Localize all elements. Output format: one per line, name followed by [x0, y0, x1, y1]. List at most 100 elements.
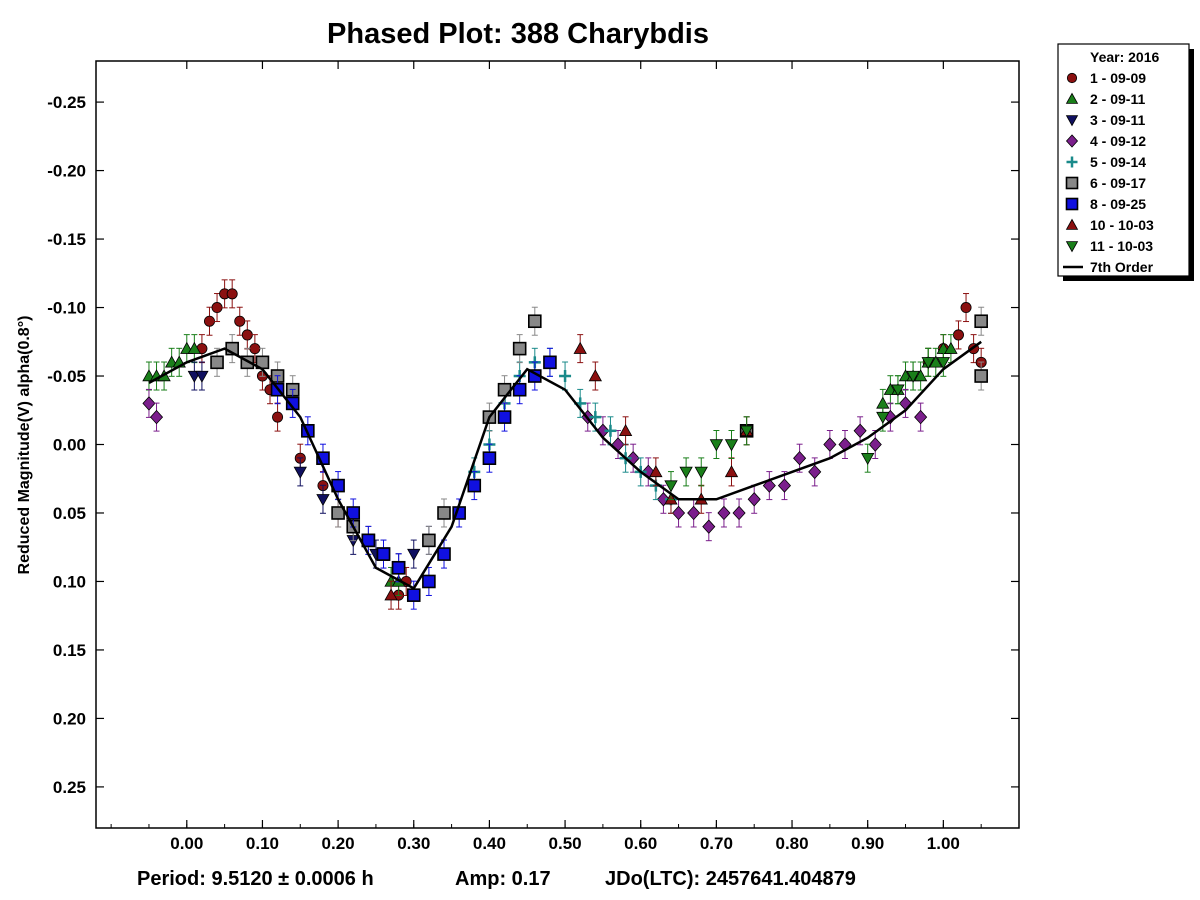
- data-point: [618, 423, 633, 437]
- legend-title: Year: 2016: [1090, 49, 1159, 65]
- data-point: [724, 465, 739, 478]
- legend-label: 7th Order: [1090, 259, 1154, 275]
- data-point: [687, 505, 701, 521]
- x-tick-label: 0.80: [775, 834, 808, 853]
- y-tick-label: -0.05: [47, 367, 86, 386]
- data-point: [944, 341, 958, 354]
- data-point: [876, 411, 890, 424]
- data-point: [422, 533, 436, 548]
- period-text: Period: 9.5120 ± 0.0006 h: [137, 868, 374, 890]
- data-point: [234, 315, 246, 327]
- legend-label: 3 - 09-11: [1090, 112, 1145, 128]
- data-point: [293, 466, 307, 479]
- fit-curve-7th-order: [148, 340, 982, 590]
- data-point: [906, 370, 920, 383]
- data-point: [747, 492, 761, 507]
- data-point: [664, 480, 678, 493]
- data-point: [528, 314, 542, 329]
- data-point: [407, 548, 421, 561]
- data-point: [203, 315, 215, 327]
- data-point: [952, 329, 964, 341]
- y-tick-label: 0.00: [53, 436, 86, 455]
- data-point: [376, 547, 391, 561]
- data-point: [604, 424, 617, 437]
- x-tick-label: 0.20: [322, 834, 355, 853]
- data-point: [512, 382, 527, 397]
- data-point: [482, 451, 497, 465]
- data-point: [960, 302, 972, 314]
- y-tick-label: -0.25: [47, 93, 86, 112]
- data-point: [808, 464, 822, 480]
- data-point: [406, 588, 421, 602]
- legend-marker: [1066, 72, 1078, 84]
- data-point: [861, 452, 875, 466]
- x-tick-label: 0.40: [473, 834, 506, 853]
- y-tick-label: -0.15: [47, 230, 86, 249]
- legend-marker: [1066, 156, 1078, 168]
- data-point: [974, 314, 988, 329]
- legend-marker: [1065, 218, 1079, 230]
- data-point: [702, 519, 716, 534]
- legend-marker: [1065, 176, 1079, 190]
- legend-label: 11 - 10-03: [1090, 238, 1153, 254]
- data-point: [891, 384, 905, 397]
- data-point: [793, 451, 807, 466]
- y-tick-label: -0.10: [47, 299, 86, 318]
- y-axis-label: Reduced Magnitude(V) alpha(0.8°): [16, 316, 33, 575]
- legend-label: 2 - 09-11: [1090, 91, 1145, 107]
- legend-label: 8 - 09-25: [1090, 196, 1146, 212]
- data-point: [921, 357, 935, 370]
- data-point: [331, 506, 345, 520]
- data-point: [384, 588, 398, 601]
- data-point: [467, 478, 482, 493]
- data-point: [361, 533, 376, 548]
- data-point: [868, 437, 882, 452]
- y-tick-label: -0.20: [47, 162, 86, 181]
- data-point: [694, 466, 708, 479]
- x-tick-label: 0.90: [851, 834, 884, 853]
- data-point: [187, 341, 202, 354]
- x-axis-ticks: 0.00 0.10 0.20 0.30 0.40 0.50 0.60 0.70 0.80 0.90…: [110, 61, 982, 853]
- data-point: [543, 355, 557, 370]
- data-point: [346, 506, 361, 520]
- data-point: [672, 505, 686, 521]
- data-point: [391, 560, 406, 575]
- y-tick-label: 0.20: [53, 709, 86, 728]
- legend-items: 1 - 09-09 2 - 09-11 3 - 09-11 4 - 09-12 5 - …: [1063, 70, 1154, 275]
- data-point: [739, 425, 754, 438]
- data-point: [497, 410, 512, 424]
- data-point: [573, 341, 587, 354]
- data-point: [149, 409, 164, 425]
- data-point: [724, 439, 739, 452]
- x-tick-label: 1.00: [927, 834, 960, 853]
- data-point: [709, 439, 724, 452]
- data-point: [913, 369, 928, 382]
- data-point: [437, 547, 451, 561]
- legend-label: 5 - 09-14: [1090, 154, 1146, 170]
- legend: Year: 2016 1 - 09-09 2 - 09-11 3 - 09-11 4 …: [1057, 43, 1194, 281]
- y-axis-ticks: -0.25 -0.20 -0.15 -0.10 -0.05 0.00 0.05 0.10 0.1…: [47, 93, 1019, 797]
- data-point: [823, 437, 837, 452]
- legend-label: 4 - 09-12: [1090, 133, 1146, 149]
- data-point: [914, 409, 928, 425]
- data-point: [679, 466, 693, 479]
- legend-label: 1 - 09-09: [1090, 70, 1146, 86]
- legend-marker: [1065, 197, 1079, 211]
- data-point: [512, 341, 527, 356]
- legend-marker: [1065, 134, 1079, 148]
- data-point: [210, 355, 224, 370]
- data-point: [589, 411, 602, 424]
- chart-title: Phased Plot: 388 Charybdis: [327, 18, 709, 50]
- data-point: [241, 329, 253, 341]
- x-tick-label: 0.00: [170, 834, 203, 853]
- data-point: [974, 369, 988, 383]
- x-tick-label: 0.10: [246, 834, 279, 853]
- data-point: [853, 423, 867, 438]
- legend-label: 6 - 09-17: [1090, 175, 1146, 191]
- data-point: [929, 355, 943, 368]
- x-tick-label: 0.60: [624, 834, 657, 853]
- data-point: [777, 478, 792, 493]
- data-point: [249, 343, 261, 355]
- data-point: [422, 574, 436, 589]
